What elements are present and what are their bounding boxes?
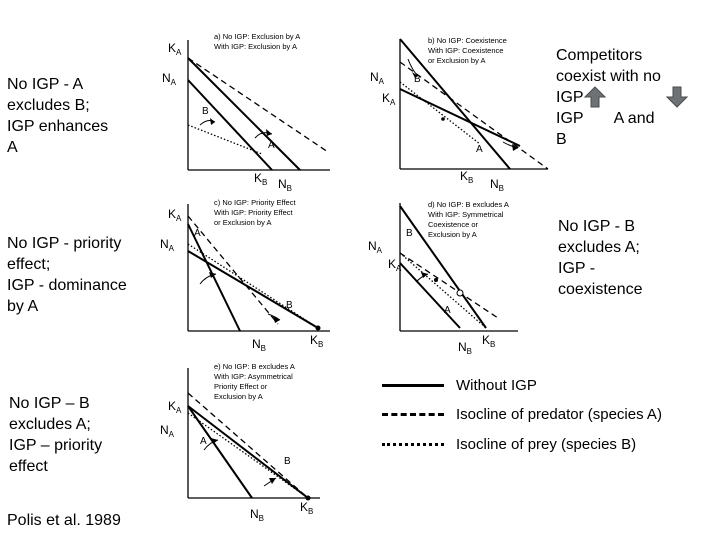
- panel-b-curve-b: B: [414, 74, 421, 85]
- panel-c-curve-a: A: [194, 228, 201, 239]
- note-panel-b: Competitors coexist with no IGP IGP A an…: [556, 45, 661, 150]
- note-panel-a: No IGP - A excludes B; IGP enhances A: [7, 76, 109, 156]
- panel-b-title-2: With IGP: Coexistence: [428, 46, 503, 55]
- panel-a: a) No IGP: Exclusion by A With IGP: Excl…: [160, 30, 340, 193]
- panel-e-curve-a: A: [200, 436, 207, 447]
- panel-e-title-1: e) No IGP: B excludes A: [214, 362, 295, 371]
- note-b-line2: coexist with no: [556, 68, 661, 85]
- legend-dashed-swatch: [382, 412, 444, 416]
- panel-e: e) No IGP: B excludes A With IGP: Asymme…: [160, 358, 340, 528]
- note-b-line1: Competitors: [556, 47, 643, 64]
- note-panel-e: No IGP – B excludes A; IGP – priority ef…: [9, 395, 103, 475]
- legend-label-without-igp: Without IGP: [456, 376, 537, 394]
- panel-b-nb-label: NB: [490, 177, 504, 193]
- panel-d-title-3: Coexistence or: [428, 220, 479, 229]
- panel-c-title-2: With IGP: Priority Effect: [214, 208, 294, 217]
- panel-d-title-1: d) No IGP: B excludes A: [428, 200, 509, 209]
- panel-c-curve-b: B: [286, 300, 293, 311]
- legend-solid-swatch: [382, 383, 444, 387]
- panel-c-na-label: NA: [160, 237, 175, 253]
- panel-d-na-label: NA: [368, 239, 383, 255]
- panel-a-nb-label: NB: [278, 177, 292, 193]
- panel-b-ka-label: KA: [382, 91, 396, 107]
- arrow-down-icon: [666, 86, 688, 108]
- panel-d-title-2: With IGP: Symmetrical: [428, 210, 504, 219]
- panel-d-ka-label: KA: [388, 257, 402, 273]
- panel-c: c) No IGP: Priority Effect With IGP: Pri…: [160, 196, 340, 356]
- panel-a-curve-b: B: [202, 106, 209, 117]
- panel-e-ka-label: KA: [168, 399, 182, 415]
- panel-e-nb-label: NB: [250, 507, 264, 523]
- panel-e-kb-label: KB: [300, 500, 313, 516]
- panel-c-title-3: or Exclusion by A: [214, 218, 272, 227]
- panel-d-nb-label: NB: [458, 340, 472, 356]
- panel-b-title-3: or Exclusion by A: [428, 56, 486, 65]
- panel-d-title-4: Exclusion by A: [428, 230, 477, 239]
- panel-b-kb-label: KB: [460, 169, 473, 185]
- legend: Without IGP Isocline of predator (specie…: [382, 372, 712, 462]
- panel-c-kb-label: KB: [310, 333, 323, 349]
- panel-a-ka-label: KA: [168, 41, 182, 57]
- panel-d-curve-a: A: [444, 305, 451, 316]
- panel-c-ka-label: KA: [168, 207, 182, 223]
- panel-a-title-1: a) No IGP: Exclusion by A: [214, 32, 300, 41]
- note-panel-c: No IGP - priority effect; IGP - dominanc…: [7, 235, 127, 315]
- panel-d-curve-b: B: [406, 228, 413, 239]
- legend-label-predator: Isocline of predator (species A): [456, 405, 662, 423]
- arrow-up-icon: [584, 86, 606, 108]
- panel-e-na-label: NA: [160, 423, 175, 439]
- legend-label-prey: Isocline of prey (species B): [456, 435, 637, 453]
- panel-b-title-1: b) No IGP: Coexistence: [428, 36, 507, 45]
- panel-a-kb-label: KB: [254, 171, 267, 187]
- panel-b: b) No IGP: Coexistence With IGP: Coexist…: [368, 34, 549, 194]
- note-b-line4b: A and: [613, 110, 655, 127]
- panel-b-curve-a: A: [476, 144, 483, 155]
- panel-e-title-3: Priority Effect or: [214, 382, 268, 391]
- panel-b-na-label: NA: [370, 70, 385, 86]
- legend-item-prey: Isocline of prey (species B): [382, 433, 636, 455]
- panel-c-title-1: c) No IGP: Priority Effect: [214, 198, 296, 207]
- panel-a-title-2: With IGP: Exclusion by A: [214, 42, 297, 51]
- legend-item-without-igp: Without IGP: [382, 374, 537, 396]
- panel-d: d) No IGP: B excludes A With IGP: Symmet…: [368, 198, 548, 358]
- panel-e-title-2: With IGP: Asymmetrical: [214, 372, 293, 381]
- note-b-line3: IGP: [556, 89, 584, 106]
- note-b-line4a: IGP: [556, 110, 584, 127]
- panel-a-curve-a: A: [268, 140, 275, 151]
- panel-e-curve-b: B: [284, 456, 291, 467]
- panel-a-na-label: NA: [162, 71, 177, 87]
- note-panel-d: No IGP - B excludes A; IGP - coexistence: [558, 218, 643, 298]
- source-citation: Polis et al. 1989: [7, 512, 121, 529]
- legend-dotted-swatch: [382, 442, 444, 446]
- panel-d-kb-label: KB: [482, 333, 495, 349]
- panel-c-nb-label: NB: [252, 337, 266, 353]
- legend-item-predator: Isocline of predator (species A): [382, 403, 662, 425]
- note-b-line5: B: [556, 131, 567, 148]
- panel-e-title-4: Exclusion by A: [214, 392, 263, 401]
